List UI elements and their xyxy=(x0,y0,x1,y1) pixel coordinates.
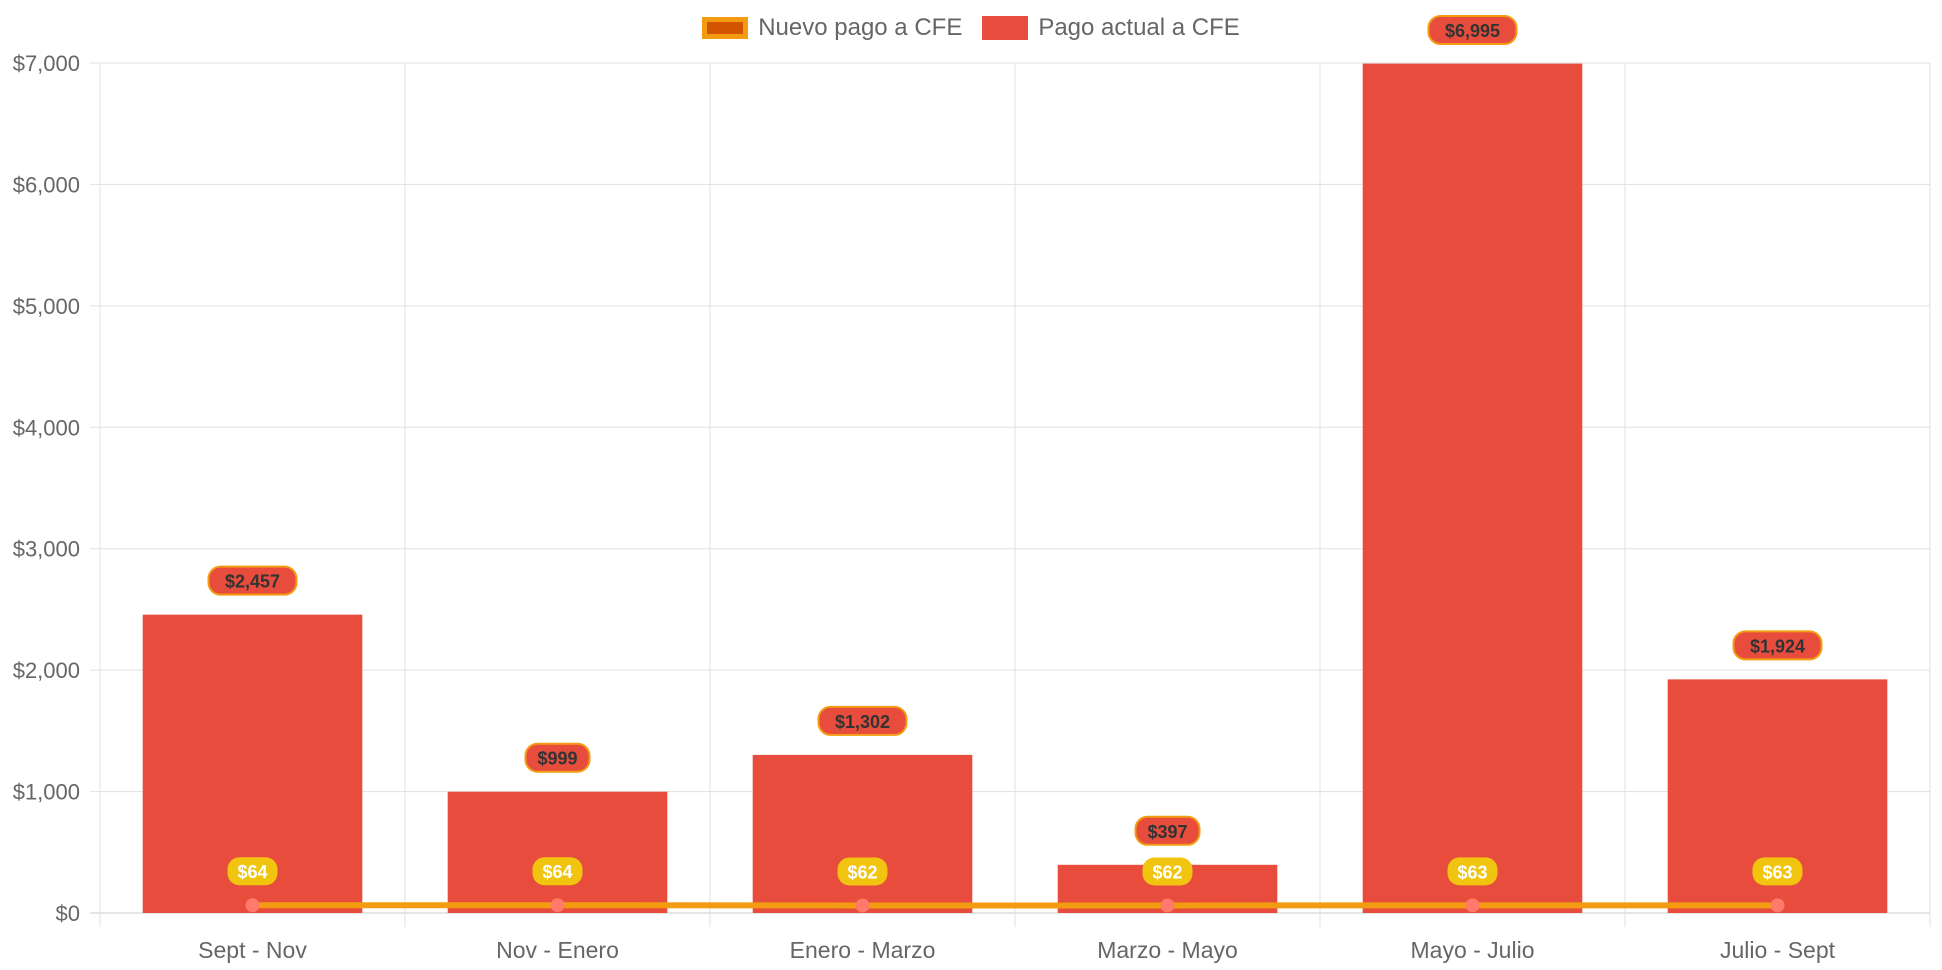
line-point xyxy=(1160,898,1175,913)
y-tick-label: $6,000 xyxy=(13,172,80,197)
line-value-label: $64 xyxy=(237,862,267,882)
legend-swatch-bar xyxy=(982,16,1029,40)
y-tick-label: $3,000 xyxy=(13,537,80,562)
legend-item-pago-actual[interactable]: Pago actual a CFE xyxy=(982,14,1240,42)
x-tick-label: Julio - Sept xyxy=(1720,937,1836,963)
bar-value-label: $999 xyxy=(537,749,577,769)
bar-value-label: $397 xyxy=(1147,822,1187,842)
line-value-label-bg xyxy=(837,857,888,886)
bar-value-label: $6,995 xyxy=(1445,21,1500,41)
line-value-label-bg xyxy=(1752,857,1803,886)
x-tick-label: Sept - Nov xyxy=(198,937,307,963)
line-point xyxy=(550,898,565,913)
legend-swatch-line xyxy=(702,17,749,39)
line-value-label-bg xyxy=(532,857,583,886)
bar xyxy=(1362,63,1583,914)
y-tick-label: $0 xyxy=(56,901,80,926)
bar xyxy=(752,754,973,913)
line-point xyxy=(855,898,870,913)
bar-value-label-bg xyxy=(1732,630,1823,661)
bar-value-label-bg xyxy=(524,742,591,773)
x-tick-label: Enero - Marzo xyxy=(790,937,936,963)
line-value-label: $62 xyxy=(1152,862,1182,882)
y-tick-label: $5,000 xyxy=(13,294,80,319)
line-value-label-bg xyxy=(227,857,278,886)
line-value-label: $64 xyxy=(542,862,572,882)
line-value-label: $62 xyxy=(847,862,877,882)
line-value-label-bg xyxy=(1447,857,1498,886)
x-tick-label: Marzo - Mayo xyxy=(1097,937,1238,963)
bar-value-label-bg xyxy=(1134,815,1201,846)
x-tick-label: Nov - Enero xyxy=(496,937,619,963)
bar-value-label-bg xyxy=(817,705,908,736)
legend-label-pago-actual: Pago actual a CFE xyxy=(1038,14,1240,41)
line-point xyxy=(1465,898,1480,913)
line-value-label-bg xyxy=(1142,857,1193,886)
line-point xyxy=(245,898,260,913)
line-value-label: $63 xyxy=(1762,862,1792,882)
bar-value-label: $2,457 xyxy=(225,572,280,592)
line-value-label: $63 xyxy=(1457,862,1487,882)
y-tick-label: $7,000 xyxy=(13,51,80,76)
y-tick-label: $1,000 xyxy=(13,780,80,805)
bar xyxy=(447,791,668,913)
x-tick-label: Mayo - Julio xyxy=(1411,937,1535,963)
bar-value-label: $1,924 xyxy=(1750,636,1805,656)
line-point xyxy=(1770,898,1785,913)
bar-value-label-bg xyxy=(1427,15,1518,45)
legend-label-nuevo-pago: Nuevo pago a CFE xyxy=(758,14,963,41)
bar-value-label-bg xyxy=(207,565,298,596)
y-tick-label: $4,000 xyxy=(13,415,80,440)
bar-value-label: $1,302 xyxy=(835,712,890,732)
legend-item-nuevo-pago[interactable]: Nuevo pago a CFE xyxy=(702,14,962,42)
chart-legend: Nuevo pago a CFE Pago actual a CFE xyxy=(0,14,1942,42)
y-tick-label: $2,000 xyxy=(13,658,80,683)
